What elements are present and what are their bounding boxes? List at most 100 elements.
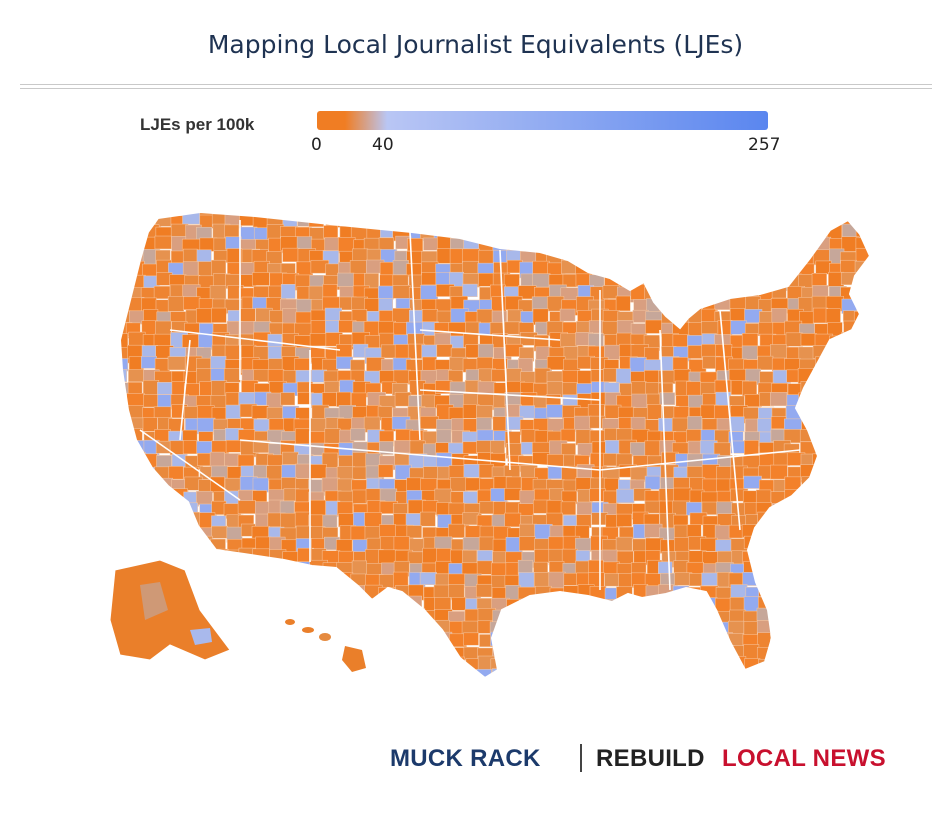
county-tile[interactable] [392,204,408,217]
county-tile[interactable] [839,657,855,673]
county-tile[interactable] [548,571,566,589]
county-tile[interactable] [420,284,439,301]
county-tile[interactable] [868,610,886,624]
county-tile[interactable] [183,383,200,397]
county-tile[interactable] [462,537,482,551]
county-tile[interactable] [756,607,775,621]
county-tile[interactable] [534,488,551,502]
county-tile[interactable] [395,659,411,674]
county-tile[interactable] [717,261,736,276]
county-tile[interactable] [800,599,819,613]
county-tile[interactable] [168,201,184,215]
county-tile[interactable] [811,524,827,541]
county-tile[interactable] [619,607,638,623]
county-tile[interactable] [139,479,158,493]
county-tile[interactable] [114,249,129,265]
county-tile[interactable] [308,213,324,227]
county-tile[interactable] [490,694,505,700]
county-tile[interactable] [604,236,622,254]
county-tile[interactable] [99,299,116,312]
county-tile[interactable] [127,381,143,396]
county-tile[interactable] [630,442,647,457]
county-tile[interactable] [675,212,693,229]
county-tile[interactable] [323,584,341,601]
county-tile[interactable] [840,430,858,447]
county-tile[interactable] [618,657,635,671]
county-tile[interactable] [827,407,845,424]
county-tile[interactable] [857,671,876,684]
county-tile[interactable] [296,643,315,660]
county-tile[interactable] [365,683,383,697]
county-tile[interactable] [800,584,817,602]
county-tile[interactable] [714,250,731,264]
county-tile[interactable] [771,260,789,275]
county-tile[interactable] [785,237,802,252]
county-tile[interactable] [113,369,127,383]
county-tile[interactable] [534,236,550,251]
county-tile[interactable] [167,296,185,312]
county-tile[interactable] [321,477,340,493]
county-tile[interactable] [280,633,296,649]
county-tile[interactable] [282,561,301,578]
county-tile[interactable] [406,668,424,682]
county-tile[interactable] [827,502,846,517]
county-tile[interactable] [336,587,354,604]
county-tile[interactable] [365,632,381,647]
county-tile[interactable] [576,212,595,229]
county-tile[interactable] [308,668,328,683]
county-tile[interactable] [113,466,128,482]
county-tile[interactable] [870,228,885,242]
county-tile[interactable] [520,215,538,232]
county-tile[interactable] [869,383,887,399]
county-tile[interactable] [646,655,663,671]
county-tile[interactable] [840,440,856,456]
county-tile[interactable] [114,430,132,445]
county-tile[interactable] [240,573,259,591]
county-tile[interactable] [606,694,623,700]
county-tile[interactable] [829,335,847,349]
county-tile[interactable] [520,610,539,627]
county-tile[interactable] [826,538,842,554]
county-tile[interactable] [786,191,802,203]
county-tile[interactable] [815,670,833,686]
county-tile[interactable] [141,538,160,552]
county-tile[interactable] [853,431,870,448]
county-tile[interactable] [800,667,820,681]
county-tile[interactable] [225,573,241,587]
county-tile[interactable] [671,417,689,433]
county-tile[interactable] [382,696,399,700]
county-tile[interactable] [367,668,386,683]
county-tile[interactable] [618,273,635,289]
county-tile[interactable] [100,444,116,459]
county-tile[interactable] [576,201,592,214]
county-tile[interactable] [266,465,284,482]
county-tile[interactable] [644,598,660,613]
county-tile[interactable] [577,224,593,238]
county-tile[interactable] [198,668,214,684]
county-tile[interactable] [589,633,607,649]
county-tile[interactable] [351,668,367,685]
county-tile[interactable] [857,419,876,434]
county-tile[interactable] [211,575,231,591]
county-tile[interactable] [744,694,759,700]
county-tile[interactable] [267,597,286,611]
county-tile[interactable] [827,563,843,580]
county-tile[interactable] [602,659,620,675]
county-tile[interactable] [463,224,479,242]
county-tile[interactable] [142,695,158,700]
county-tile[interactable] [813,204,829,217]
county-tile[interactable] [756,250,776,265]
county-tile[interactable] [758,238,777,253]
county-tile[interactable] [841,490,856,505]
county-tile[interactable] [870,323,886,335]
county-tile[interactable] [615,632,632,648]
county-tile[interactable] [812,405,828,422]
county-tile[interactable] [674,537,691,552]
county-tile[interactable] [128,682,142,695]
county-tile[interactable] [449,203,467,219]
county-tile[interactable] [436,215,454,232]
county-tile[interactable] [602,262,619,277]
county-tile[interactable] [588,333,604,348]
county-tile[interactable] [294,586,312,602]
county-tile[interactable] [687,681,704,694]
